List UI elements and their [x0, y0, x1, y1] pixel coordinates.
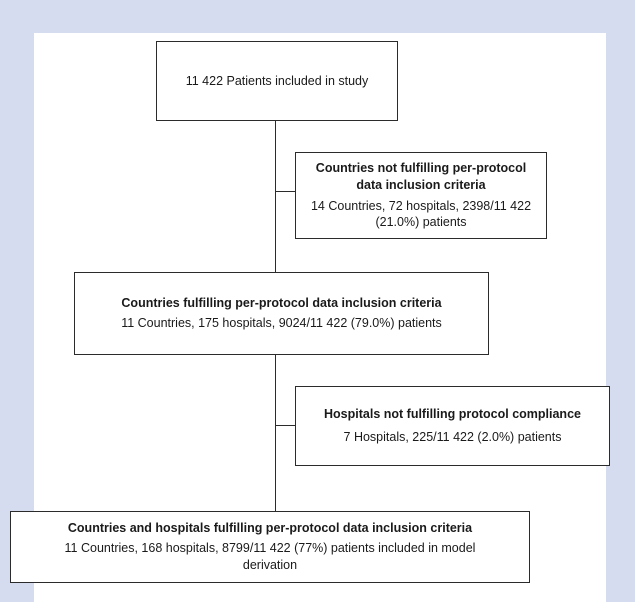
- connector-start-to-step2: [275, 121, 276, 272]
- final-title: Countries and hospitals fulfilling per-p…: [67, 521, 473, 536]
- start-text: 11 422 Patients included in study: [185, 73, 369, 88]
- connector-step2-to-final: [275, 355, 276, 511]
- connector-branch-exclusion-1: [275, 191, 295, 192]
- final-box: Countries and hospitals fulfilling per-p…: [10, 511, 530, 583]
- step-2-box: Countries fulfilling per-protocol data i…: [74, 272, 489, 355]
- exclusion-1-detail: 14 Countries, 72 hospitals, 2398/11 422 …: [310, 198, 532, 230]
- exclusion-1-title: Countries not fulfilling per-protocol da…: [315, 160, 527, 192]
- exclusion-2-box: Hospitals not fulfilling protocol compli…: [295, 386, 610, 466]
- connector-branch-exclusion-2: [275, 425, 295, 426]
- exclusion-1-box: Countries not fulfilling per-protocol da…: [295, 152, 547, 239]
- exclusion-2-title: Hospitals not fulfilling protocol compli…: [324, 407, 581, 422]
- step-2-detail: 11 Countries, 175 hospitals, 9024/11 422…: [121, 316, 442, 330]
- step-2-title: Countries fulfilling per-protocol data i…: [121, 296, 442, 311]
- final-detail: 11 Countries, 168 hospitals, 8799/11 422…: [64, 541, 476, 572]
- exclusion-2-detail: 7 Hospitals, 225/11 422 (2.0%) patients: [343, 430, 562, 444]
- start-box: 11 422 Patients included in study: [156, 41, 398, 121]
